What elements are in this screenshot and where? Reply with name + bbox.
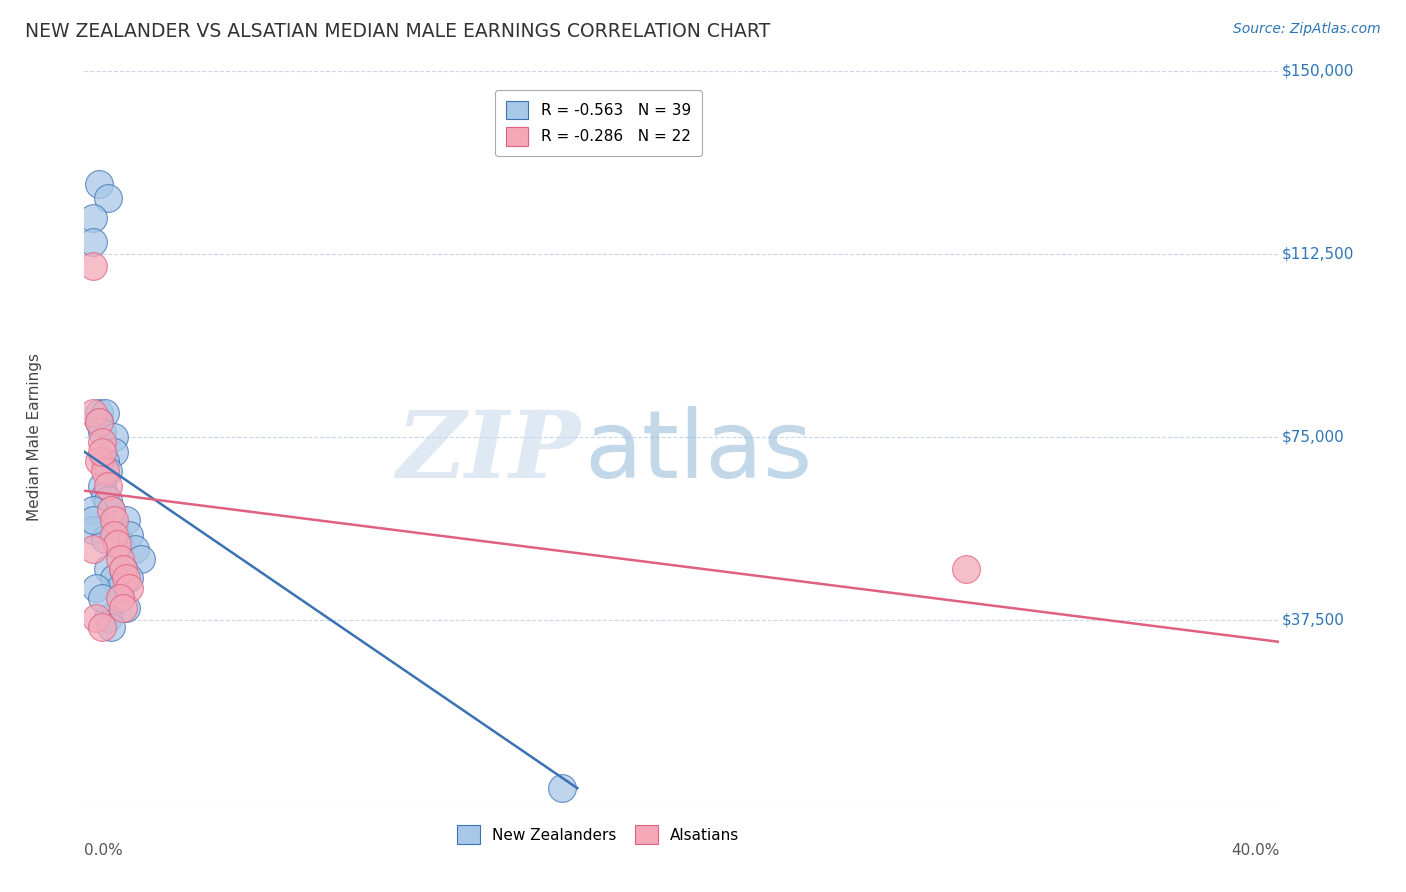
Point <box>118 527 141 541</box>
Point <box>94 454 117 468</box>
Point <box>89 454 111 468</box>
Text: $75,000: $75,000 <box>1282 430 1344 444</box>
Point <box>94 489 117 503</box>
Point <box>82 235 104 249</box>
Point <box>82 513 104 527</box>
Point <box>86 610 108 624</box>
Point <box>94 464 117 478</box>
Point <box>97 464 120 478</box>
Text: $37,500: $37,500 <box>1282 613 1344 627</box>
Point <box>110 552 132 566</box>
Point <box>105 527 128 541</box>
Point <box>82 542 104 557</box>
Point <box>100 620 122 634</box>
Point <box>91 620 114 634</box>
Text: atlas: atlas <box>583 406 813 498</box>
Text: NEW ZEALANDER VS ALSATIAN MEDIAN MALE EARNINGS CORRELATION CHART: NEW ZEALANDER VS ALSATIAN MEDIAN MALE EA… <box>25 22 770 41</box>
Point <box>91 591 114 605</box>
Point <box>89 416 111 430</box>
Point <box>89 177 111 191</box>
Text: $150,000: $150,000 <box>1282 64 1354 78</box>
Point <box>82 406 104 420</box>
Point <box>115 513 138 527</box>
Text: $112,500: $112,500 <box>1282 247 1354 261</box>
Point <box>110 591 132 605</box>
Point <box>100 503 122 517</box>
Point <box>103 430 125 444</box>
Text: Median Male Earnings: Median Male Earnings <box>27 353 42 521</box>
Point <box>91 444 114 458</box>
Point <box>115 572 138 586</box>
Text: Source: ZipAtlas.com: Source: ZipAtlas.com <box>1233 22 1381 37</box>
Point <box>103 513 125 527</box>
Point <box>82 523 104 537</box>
Point <box>97 562 120 576</box>
Point <box>105 537 128 551</box>
Point <box>103 444 125 458</box>
Point <box>94 533 117 547</box>
Point <box>89 416 111 430</box>
Point <box>110 581 132 595</box>
Point <box>118 572 141 586</box>
Point <box>112 600 135 615</box>
Point <box>97 610 120 624</box>
Point <box>91 479 114 493</box>
Point <box>97 493 120 508</box>
Point <box>97 191 120 205</box>
Text: ZIP: ZIP <box>396 407 581 497</box>
Point <box>82 503 104 517</box>
Point <box>100 503 122 517</box>
Point <box>86 581 108 595</box>
Point <box>115 600 138 615</box>
Point <box>118 581 141 595</box>
Point <box>103 572 125 586</box>
Text: 40.0%: 40.0% <box>1232 843 1279 858</box>
Point <box>91 434 114 449</box>
Point <box>129 552 152 566</box>
Legend: New Zealanders, Alsatians: New Zealanders, Alsatians <box>451 819 745 850</box>
Point <box>103 527 125 541</box>
Point <box>112 562 135 576</box>
Point <box>551 781 574 796</box>
Point <box>97 479 120 493</box>
Point <box>103 517 125 532</box>
Point <box>955 562 977 576</box>
Point <box>110 537 132 551</box>
Text: 0.0%: 0.0% <box>84 843 124 858</box>
Point <box>112 562 135 576</box>
Point <box>91 425 114 440</box>
Point <box>124 542 146 557</box>
Point <box>110 591 132 605</box>
Point <box>94 406 117 420</box>
Point <box>82 211 104 225</box>
Point <box>89 406 111 420</box>
Point <box>82 260 104 274</box>
